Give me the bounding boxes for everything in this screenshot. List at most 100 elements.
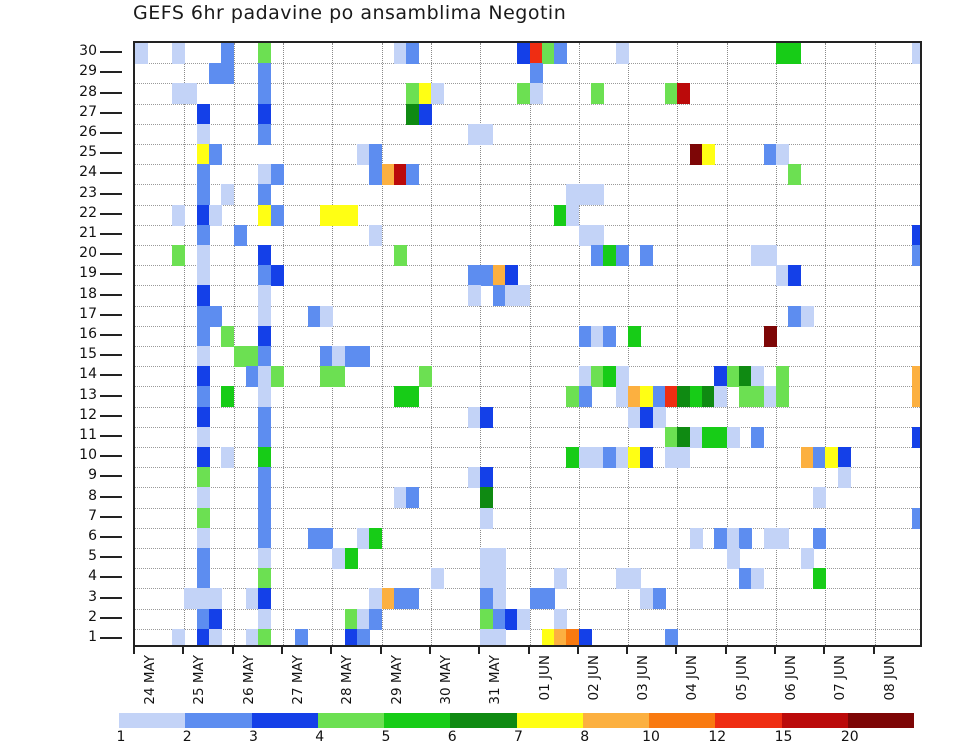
heatmap-cell [135, 43, 148, 64]
heatmap-cell [196, 164, 210, 186]
heatmap-cell [196, 265, 210, 287]
heatmap-cell [763, 527, 777, 549]
y-axis-tick-label: 29 [79, 63, 97, 80]
heatmap-cell [184, 83, 198, 105]
heatmap-cell [911, 386, 920, 408]
y-axis-tick-mark [100, 515, 122, 518]
heatmap-cell [258, 164, 272, 186]
y-axis-tick-label: 1 [88, 628, 97, 645]
colorbar-swatch [450, 713, 517, 728]
heatmap-cell [813, 568, 827, 590]
y-axis-tick-label: 16 [79, 325, 97, 342]
heatmap-cell [689, 144, 703, 165]
colorbar-tick-label: 1 [116, 729, 126, 742]
heatmap-cell [837, 447, 851, 468]
y-axis-tick-mark [100, 172, 122, 175]
heatmap-cell [751, 426, 765, 448]
y-axis-tick-label: 7 [88, 507, 97, 524]
colorbar-swatch [649, 713, 716, 728]
y-axis-tick-mark [100, 455, 122, 458]
heatmap-cell [258, 568, 272, 590]
x-axis-tick-label: 01 JUN [536, 655, 553, 701]
heatmap-cell [603, 325, 617, 347]
heatmap-cell [393, 386, 407, 408]
colorbar-tick-label: 5 [381, 729, 391, 742]
heatmap-cell [504, 285, 518, 307]
y-axis-tick-label: 21 [79, 224, 97, 241]
heatmap-cell [677, 447, 691, 468]
heatmap-cell [615, 43, 629, 64]
colorbar-swatch [715, 713, 782, 728]
heatmap-cell [578, 184, 592, 206]
heatmap-cell [270, 204, 284, 226]
heatmap-cell [665, 447, 679, 468]
x-axis-tick-mark [576, 647, 579, 654]
heatmap-cell [406, 83, 420, 105]
y-axis-tick-mark [100, 212, 122, 215]
heatmap-cell [726, 548, 740, 569]
heatmap-cell [307, 527, 321, 549]
heatmap-cell [714, 366, 728, 388]
heatmap-cell [196, 406, 210, 428]
heatmap-cell [763, 325, 777, 347]
x-axis-tick-mark [774, 647, 777, 654]
y-axis-tick-label: 6 [88, 527, 97, 544]
heatmap-cell [504, 265, 518, 287]
heatmap-cell [258, 83, 272, 105]
y-axis-tick-mark [100, 374, 122, 377]
x-axis-tick-label: 08 JUN [881, 655, 898, 701]
y-axis-tick-mark [100, 152, 122, 155]
y-axis-tick-label: 8 [88, 487, 97, 504]
y-axis-tick-label: 12 [79, 406, 97, 423]
y-axis-tick-label: 20 [79, 245, 97, 262]
heatmap-cell [763, 386, 777, 408]
heatmap-cell [529, 588, 543, 610]
heatmap-cell [541, 588, 555, 610]
heatmap-cell [517, 285, 531, 307]
heatmap-cell [196, 386, 210, 408]
heatmap-cell [418, 103, 432, 125]
y-axis-tick-mark [100, 475, 122, 478]
x-axis-tick-label: 24 MAY [142, 655, 158, 705]
heatmap-cell [245, 588, 259, 610]
heatmap-cell [911, 507, 920, 529]
heatmap-cell [492, 588, 506, 610]
heatmap-cell [566, 386, 580, 408]
heatmap-cell [652, 588, 666, 610]
y-axis-tick-mark [100, 192, 122, 195]
heatmap-cell [566, 628, 580, 645]
heatmap-cell [344, 346, 358, 367]
heatmap-cell [739, 527, 753, 549]
heatmap-cell [492, 628, 506, 645]
heatmap-cell [529, 63, 543, 85]
heatmap-plot-area [133, 41, 922, 647]
y-axis-tick-mark [100, 354, 122, 357]
heatmap-cell [702, 426, 716, 448]
colorbar-swatch [119, 713, 186, 728]
heatmap-cell [171, 628, 185, 645]
heatmap-cell [603, 366, 617, 388]
heatmap-cell [270, 164, 284, 186]
heatmap-cell [319, 366, 333, 388]
heatmap-cell [406, 487, 420, 509]
heatmap-cell [258, 305, 272, 327]
heatmap-cell [258, 63, 272, 85]
heatmap-cell [640, 588, 654, 610]
heatmap-cell [603, 245, 617, 266]
heatmap-cell [628, 447, 642, 468]
y-axis-tick-label: 15 [79, 346, 97, 363]
heatmap-cell [517, 608, 531, 630]
heatmap-cell [615, 447, 629, 468]
colorbar-swatch [251, 713, 318, 728]
heatmap-cell [492, 548, 506, 569]
heatmap-cell [800, 548, 814, 569]
y-axis-tick-label: 27 [79, 103, 97, 120]
heatmap-cell [726, 527, 740, 549]
y-axis-tick-mark [100, 556, 122, 559]
heatmap-cell [615, 386, 629, 408]
heatmap-cell [393, 487, 407, 509]
y-axis-tick-label: 30 [79, 43, 97, 60]
heatmap-cell [221, 184, 235, 206]
heatmap-cell [196, 628, 210, 645]
